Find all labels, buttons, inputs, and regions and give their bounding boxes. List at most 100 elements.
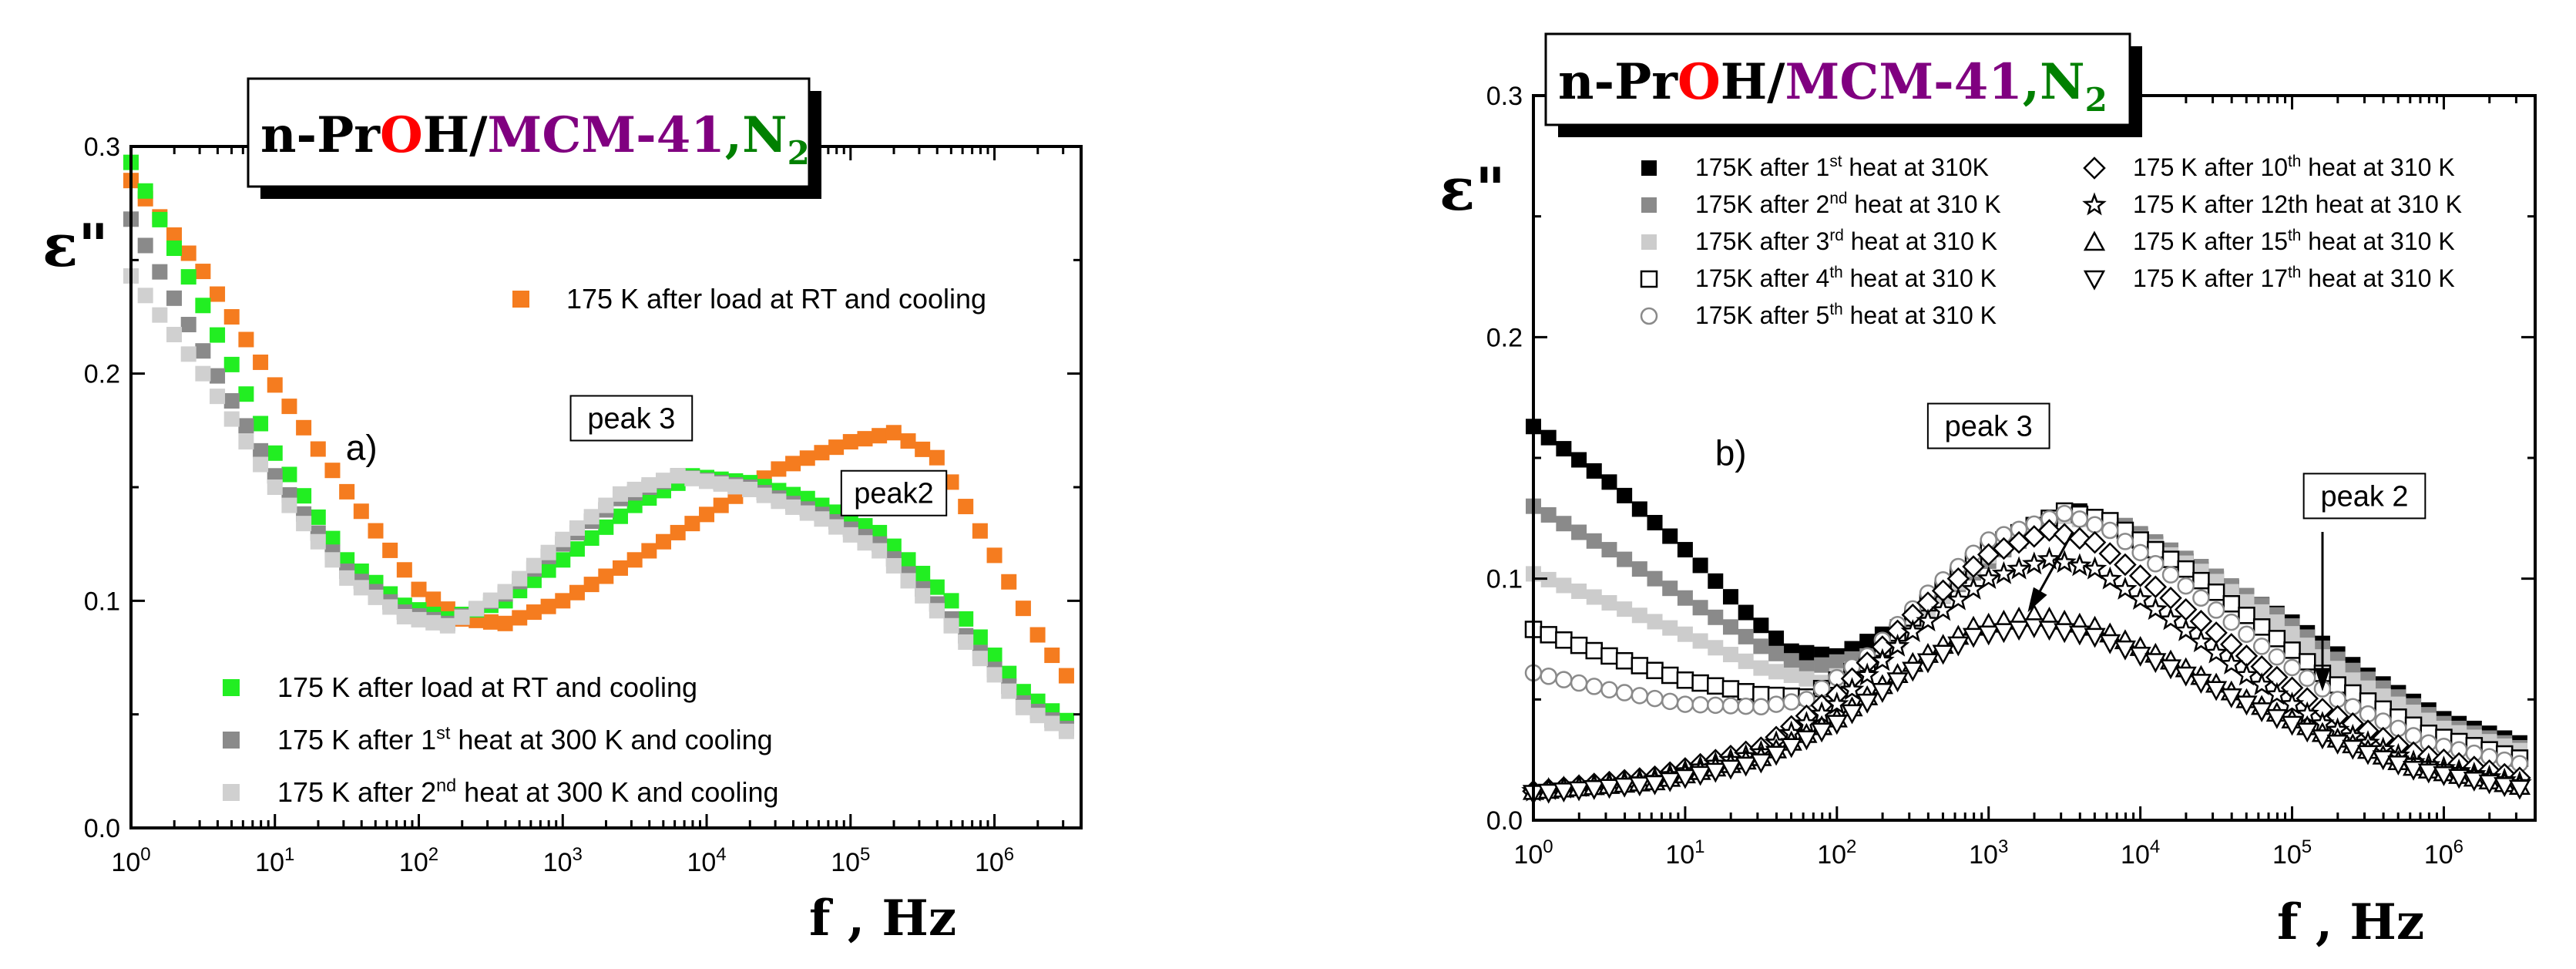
data-point <box>2144 575 2168 599</box>
data-point <box>555 593 571 609</box>
data-point <box>756 487 772 503</box>
data-point <box>2251 702 2273 722</box>
data-point <box>1765 745 1788 766</box>
data-point <box>583 577 599 593</box>
data-point <box>2279 691 2305 715</box>
data-point <box>223 356 240 372</box>
panel-b-arrows <box>2027 531 2331 691</box>
x-tick-label: 106 <box>2424 836 2463 870</box>
data-point <box>296 419 312 436</box>
data-point <box>1644 775 1666 796</box>
data-point <box>1689 765 1711 786</box>
data-point <box>1662 528 1678 544</box>
data-point <box>152 211 168 227</box>
data-point <box>1916 653 1940 674</box>
data-point <box>1585 641 1604 660</box>
data-point <box>1015 699 1031 715</box>
data-point <box>1646 689 1664 708</box>
legend-label: 175 K after 10th heat at 310 K <box>2133 153 2455 181</box>
data-point <box>1646 661 1664 679</box>
data-point <box>2071 510 2089 528</box>
data-point <box>1058 668 1074 684</box>
annotation-box <box>569 395 694 442</box>
data-point <box>1570 674 1588 692</box>
data-point <box>929 603 945 619</box>
data-point <box>1677 626 1693 642</box>
panel-b-title-part3: H/ <box>1721 53 1785 111</box>
data-point <box>310 509 326 525</box>
data-point <box>699 506 715 523</box>
data-point <box>1631 657 1649 675</box>
data-point <box>1601 474 1617 490</box>
data-point <box>2283 658 2301 677</box>
data-point <box>1540 506 1557 523</box>
data-point <box>281 497 297 513</box>
data-point <box>885 538 902 554</box>
data-point <box>238 418 254 434</box>
y-tick-label: 0.1 <box>1486 565 1523 594</box>
data-point <box>396 562 412 578</box>
data-point <box>799 450 815 466</box>
data-point <box>267 479 283 495</box>
x-tick-label: 101 <box>255 844 294 877</box>
data-point <box>656 533 672 550</box>
x-tick-label: 102 <box>399 844 438 877</box>
data-point <box>2008 621 2030 641</box>
data-point <box>497 584 513 600</box>
data-point <box>296 488 312 504</box>
data-point <box>1662 620 1678 636</box>
data-point <box>1783 668 1799 683</box>
data-point <box>958 611 974 627</box>
data-point <box>2161 550 2180 568</box>
data-point <box>986 547 1003 564</box>
data-point <box>2159 659 2182 680</box>
data-point <box>223 309 240 325</box>
data-point <box>2173 617 2198 641</box>
data-point <box>324 552 341 568</box>
data-point <box>842 527 858 543</box>
data-point <box>569 541 585 557</box>
data-point <box>1752 698 1770 715</box>
data-point <box>180 346 196 362</box>
data-point <box>210 389 226 405</box>
data-point <box>2222 613 2241 631</box>
data-point <box>166 227 183 243</box>
data-point <box>2190 674 2212 695</box>
data-point <box>2254 604 2270 620</box>
data-point <box>454 609 470 625</box>
data-point <box>1553 782 1575 803</box>
data-point <box>1814 657 1830 673</box>
data-point <box>972 651 988 667</box>
data-point <box>555 552 571 568</box>
data-point <box>1647 614 1663 630</box>
data-point <box>2374 712 2392 730</box>
data-point <box>2344 698 2362 715</box>
data-point <box>2097 566 2122 590</box>
data-point <box>641 543 657 559</box>
panel-a-x-axis-label: f , Hz <box>809 890 956 947</box>
data-point <box>180 269 196 285</box>
data-point <box>1044 715 1060 732</box>
legend-label: 175K after 2nd heat at 310 K <box>1695 190 2001 218</box>
x-tick-label: 100 <box>111 844 150 877</box>
data-point <box>1571 452 1587 468</box>
data-point <box>1676 671 1694 689</box>
data-point <box>1659 772 1681 792</box>
data-point <box>1691 674 1709 692</box>
legend-marker <box>1640 270 1658 288</box>
data-point <box>656 473 672 489</box>
data-point <box>2238 607 2255 624</box>
data-point <box>281 466 297 483</box>
panel-b-annotations: peak 3 peak 2 b) <box>1715 402 2427 520</box>
data-point <box>1631 607 1647 624</box>
panel-a-legend-top: 175 K after load at RT and cooling <box>512 283 986 315</box>
data-point <box>2083 530 2107 554</box>
data-point <box>2131 543 2149 562</box>
data-point <box>2147 554 2165 573</box>
data-point <box>195 365 211 382</box>
data-point <box>2207 583 2225 601</box>
y-tick-label: 0.3 <box>84 133 120 162</box>
data-point <box>2417 763 2440 784</box>
data-point <box>2161 566 2180 584</box>
data-point <box>2128 587 2153 610</box>
